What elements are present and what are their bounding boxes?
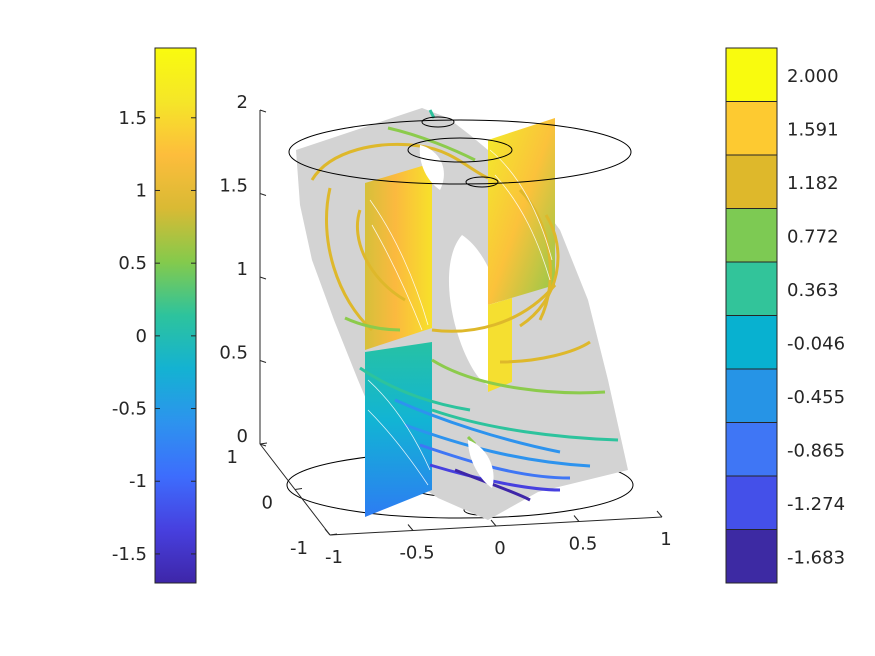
colorbar-right-tick-label: -0.046: [787, 333, 845, 354]
z-tick-label: 0: [237, 426, 248, 447]
colorbar-discrete-cell: [725, 47, 778, 102]
colorbar-right-tick-label: -1.683: [787, 547, 845, 568]
colorbar-right-tick-label: 1.182: [787, 173, 839, 194]
colorbar-right-tick-label: 0.772: [787, 226, 839, 247]
colorbar-discrete-cell: [725, 422, 778, 477]
colorbar-discrete-cell: [725, 315, 778, 370]
colorbar-left-tick-label: 1.5: [118, 108, 147, 129]
colorbar-discrete-cell: [725, 529, 778, 584]
contour-lines: [310, 109, 619, 502]
slab-lower-left: [365, 342, 432, 517]
colorbar-discrete-cell: [725, 368, 778, 423]
slab-right-mid: [488, 298, 512, 392]
holes: [419, 145, 494, 488]
colorbar-right-tick-label: -1.274: [787, 494, 845, 515]
x-tick-mark: [573, 515, 580, 522]
x-tick-label: 0.5: [569, 534, 598, 555]
z-tick-label: 0.5: [219, 343, 248, 364]
colorbar-left-tick-label: 0: [136, 326, 147, 347]
z-tick-label: 2: [237, 92, 248, 113]
x-tick-label: 1: [660, 529, 671, 550]
colorbar-continuous: 1.5 1 0.5 0 -0.5 -1 -1.5: [112, 47, 197, 584]
colorbar-right-tick-label: 1.591: [787, 119, 839, 140]
x-tick-label: 0: [494, 538, 505, 559]
slab-highlight-lines: [367, 149, 553, 486]
colorbar-continuous-bar: [154, 47, 197, 584]
z-tick-mark: [259, 360, 267, 363]
colorbar-discrete-cell: [725, 475, 778, 530]
x-tick-mark: [324, 528, 331, 536]
colorbar-left-tick-label: 1: [136, 180, 147, 201]
colorbar-right-tick-label: 2.000: [787, 66, 839, 87]
z-tick-label: 1: [237, 259, 248, 280]
x-tick-mark: [656, 510, 663, 518]
z-tick-mark: [259, 193, 267, 196]
colorbar-left-tick-label: -1.5: [112, 544, 147, 565]
z-tick-label: 1.5: [219, 176, 248, 197]
colorbar-discrete-cell: [725, 208, 778, 263]
colorbar-discrete-cell: [725, 261, 778, 316]
y-tick-mark: [259, 442, 268, 445]
plot-3d: 00.511.52-101-1 -0.5 0 0.5 1: [219, 92, 671, 568]
y-tick-label: 0: [262, 493, 273, 514]
colorbar-discrete-cell: [725, 154, 778, 209]
colorbar-left-tick-label: -1: [129, 471, 147, 492]
x-tick-mark: [407, 524, 414, 531]
y-tick-label: 1: [227, 447, 238, 468]
colorbar-right-tick-label: -0.865: [787, 440, 845, 461]
x-tick-label: -0.5: [399, 543, 434, 564]
y-tick-mark: [294, 488, 303, 490]
colorbar-right-tick-label: 0.363: [787, 280, 839, 301]
colorbar-continuous-ticks: 1.5 1 0.5 0 -0.5 -1 -1.5: [112, 108, 196, 565]
colorbar-discrete: 2.000 1.591 1.182 0.772 0.363 -0.046 -0.455 -0.…: [725, 47, 845, 584]
z-tick-mark: [259, 276, 267, 280]
colorbar-left-tick-label: -0.5: [112, 399, 147, 420]
top-disc: [288, 116, 632, 188]
colorbar-discrete-frame: [725, 47, 778, 584]
colorbar-right-tick-label: -0.455: [787, 387, 845, 408]
slab-upper-left: [365, 163, 432, 350]
y-tick-mark: [329, 533, 338, 536]
x-tick-mark: [490, 519, 497, 527]
y-tick-label: -1: [290, 538, 308, 559]
z-tick-mark: [259, 109, 267, 113]
colorbar-discrete-cell: [725, 101, 778, 156]
axis-tick-labels: 00.511.52-101-1 -0.5 0 0.5 1: [219, 92, 671, 568]
x-tick-label: -1: [325, 547, 343, 568]
axis-tick-marks: [259, 109, 663, 536]
colorbar-left-tick-label: 0.5: [118, 253, 147, 274]
